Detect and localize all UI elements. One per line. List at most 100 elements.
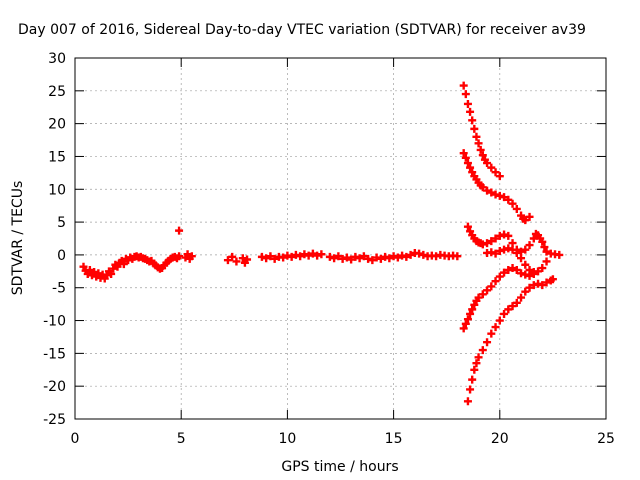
data-point bbox=[238, 254, 247, 263]
data-point bbox=[463, 99, 472, 108]
data-point bbox=[491, 277, 500, 286]
data-point bbox=[521, 216, 530, 225]
data-point bbox=[487, 248, 496, 257]
chart-title: Day 007 of 2016, Sidereal Day-to-day VTE… bbox=[18, 22, 586, 38]
data-point bbox=[461, 153, 470, 162]
data-point bbox=[459, 149, 468, 158]
data-point bbox=[472, 359, 481, 368]
data-point bbox=[313, 251, 322, 260]
data-point bbox=[300, 250, 309, 259]
data-point bbox=[487, 329, 496, 338]
data-point bbox=[393, 253, 402, 262]
data-point bbox=[478, 346, 487, 355]
data-point bbox=[342, 253, 351, 262]
y-tick-label: 30 bbox=[48, 51, 66, 67]
data-point bbox=[508, 245, 517, 254]
data-point bbox=[504, 266, 513, 275]
data-point bbox=[508, 302, 517, 311]
data-point bbox=[364, 254, 373, 263]
y-tick-label: 25 bbox=[48, 84, 66, 100]
data-point bbox=[504, 305, 513, 314]
x-tick-label: 25 bbox=[597, 431, 615, 447]
data-point bbox=[466, 309, 475, 318]
data-point bbox=[472, 132, 481, 141]
y-axis: -25 -20 -15 -10 -5 0 5 10 15 20 25 30 bbox=[43, 51, 606, 428]
data-point bbox=[525, 212, 534, 221]
data-point bbox=[491, 234, 500, 243]
data-point bbox=[372, 253, 381, 262]
data-point bbox=[474, 353, 483, 362]
data-point bbox=[491, 323, 500, 332]
data-point bbox=[525, 283, 534, 292]
data-point bbox=[504, 195, 513, 204]
data-point bbox=[406, 250, 415, 259]
data-point bbox=[534, 267, 543, 276]
data-point bbox=[119, 260, 128, 269]
data-point bbox=[517, 293, 526, 302]
data-point bbox=[517, 269, 526, 278]
data-point bbox=[223, 256, 232, 265]
data-point bbox=[468, 116, 477, 125]
y-tick-label: 0 bbox=[57, 248, 66, 264]
data-point bbox=[512, 266, 521, 275]
data-point bbox=[228, 252, 237, 261]
data-point bbox=[175, 252, 184, 261]
data-point bbox=[175, 226, 184, 235]
y-tick-label: 20 bbox=[48, 117, 66, 133]
data-point bbox=[534, 279, 543, 288]
data-point bbox=[538, 237, 547, 246]
x-tick-label: 0 bbox=[71, 431, 80, 447]
x-tick-label: 10 bbox=[278, 431, 296, 447]
data-point bbox=[521, 245, 530, 254]
data-point bbox=[517, 254, 526, 263]
data-point bbox=[466, 107, 475, 116]
x-tick-label: 20 bbox=[491, 431, 509, 447]
data-point bbox=[474, 139, 483, 148]
data-point bbox=[470, 365, 479, 374]
data-point bbox=[483, 338, 492, 347]
data-point bbox=[291, 250, 300, 259]
data-point bbox=[540, 243, 549, 252]
data-point bbox=[538, 281, 547, 290]
plot-frame bbox=[74, 57, 607, 420]
data-point bbox=[512, 298, 521, 307]
data-point bbox=[555, 250, 564, 259]
data-point bbox=[461, 319, 470, 328]
data-point bbox=[296, 252, 305, 261]
data-point bbox=[317, 250, 326, 259]
data-point bbox=[419, 250, 428, 259]
data-point bbox=[500, 268, 509, 277]
data-point bbox=[529, 269, 538, 278]
y-tick-label: -25 bbox=[43, 412, 66, 428]
y-tick-label: -20 bbox=[43, 379, 66, 395]
data-point bbox=[90, 267, 99, 276]
data-point bbox=[483, 286, 492, 295]
data-point bbox=[308, 249, 317, 258]
data-point bbox=[257, 252, 266, 261]
data-point bbox=[304, 251, 313, 260]
data-point bbox=[521, 287, 530, 296]
x-tick-label: 15 bbox=[385, 431, 403, 447]
data-point bbox=[466, 385, 475, 394]
x-axis-label: GPS time / hours bbox=[281, 459, 398, 475]
data-point bbox=[398, 251, 407, 260]
data-point bbox=[487, 282, 496, 291]
data-point bbox=[491, 190, 500, 199]
data-point bbox=[495, 246, 504, 255]
data-point bbox=[107, 269, 116, 278]
data-point bbox=[538, 264, 547, 273]
data-point bbox=[476, 145, 485, 154]
data-point bbox=[495, 272, 504, 281]
data-point bbox=[381, 252, 390, 261]
data-point bbox=[512, 248, 521, 257]
data-point bbox=[461, 90, 470, 99]
data-point bbox=[262, 254, 271, 263]
data-point bbox=[468, 305, 477, 314]
data-point bbox=[491, 249, 500, 258]
data-point bbox=[463, 222, 472, 231]
data-point bbox=[483, 239, 492, 248]
data-point bbox=[474, 293, 483, 302]
data-point bbox=[459, 81, 468, 90]
y-tick-label: -10 bbox=[43, 314, 66, 330]
data-point bbox=[542, 247, 551, 256]
